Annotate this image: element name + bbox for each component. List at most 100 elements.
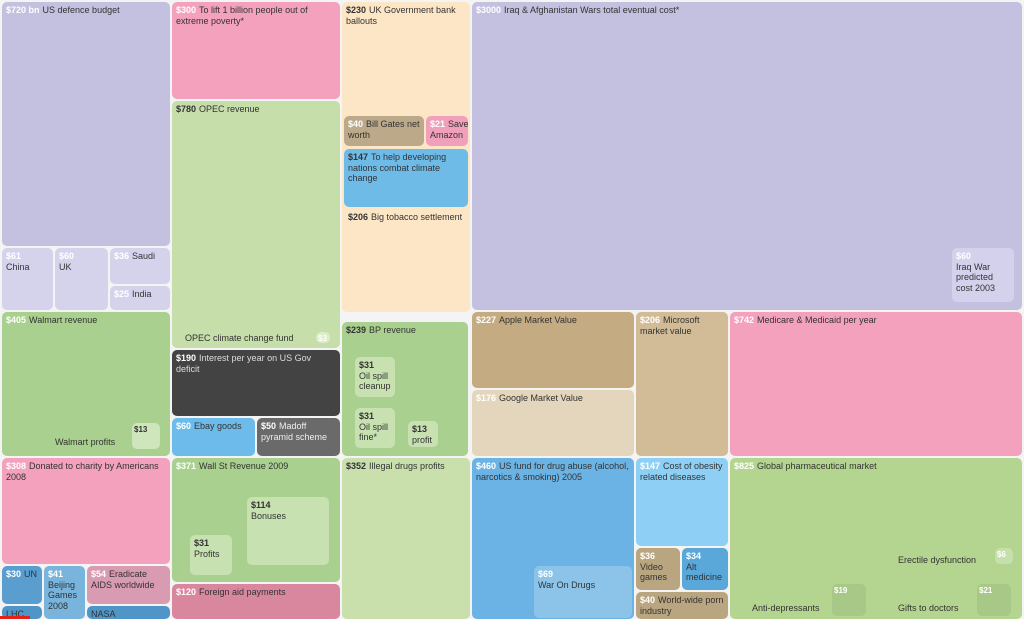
- cell-label: Erectile dysfunction: [898, 555, 977, 565]
- cell-label: UK Government bank ballouts: [346, 5, 456, 26]
- video-progress-bar[interactable]: [0, 616, 30, 619]
- cell-label: Save Amazon: [430, 119, 468, 140]
- cell-label: Ebay goods: [194, 421, 242, 431]
- treemap-cell-to-help-developing-nations-combat-climate-change: $147 To help developing nations combat cl…: [344, 149, 468, 207]
- cell-label: US fund for drug abuse (alcohol, narcoti…: [476, 461, 629, 482]
- cell-label: OPEC climate change fund: [185, 333, 294, 343]
- cell-value: $60: [176, 421, 192, 431]
- cell-value: $25: [114, 289, 130, 299]
- cell-label: Cost of obesity related diseases: [640, 461, 723, 482]
- treemap-cell-bill-gates-net-worth: $40 Bill Gates net worth: [344, 116, 424, 146]
- cell-label: Anti-depressants: [752, 603, 820, 613]
- treemap-cell-iraq-war-predicted-cost-2003: $60 Iraq War predicted cost 2003: [952, 248, 1014, 302]
- cell-value: $21: [430, 119, 446, 129]
- cell-value: $69: [538, 569, 554, 579]
- cell-value: $206: [640, 315, 661, 325]
- cell-label: Alt medicine: [686, 561, 723, 583]
- treemap-cell-foreign-aid-payments: $120 Foreign aid payments: [172, 584, 340, 619]
- cell-value: $13: [412, 424, 428, 434]
- cell-label: UN: [24, 569, 38, 579]
- treemap-cell-profit: $13 profit: [408, 421, 438, 447]
- cell-value: $147: [348, 152, 369, 162]
- cell-label: OPEC revenue: [199, 104, 260, 114]
- treemap-cell-world-wide-porn-industry: $40 World-wide porn industry: [636, 592, 728, 619]
- cell-value: $239: [346, 325, 367, 335]
- cell-value: $120: [176, 587, 197, 597]
- cell-value: $60: [59, 251, 75, 261]
- treemap-cell-opec-climate-change-fund: $3: [316, 332, 330, 343]
- treemap-cell-lhc: LHC: [2, 606, 42, 619]
- cell-value: $40: [640, 595, 656, 605]
- cell-label: Profits: [194, 548, 220, 559]
- cell-label: Apple Market Value: [499, 315, 577, 325]
- cell-label: Foreign aid payments: [199, 587, 286, 597]
- treemap-cell-save-amazon: $21 Save Amazon: [426, 116, 468, 146]
- cell-label: Illegal drugs profits: [369, 461, 445, 471]
- treemap-cell-video-games: $36 Video games: [636, 548, 680, 590]
- treemap-cell-apple-market-value: $227 Apple Market Value: [472, 312, 634, 388]
- treemap-cell-un: $30 UN: [2, 566, 42, 604]
- cell-label: Interest per year on US Gov deficit: [176, 353, 312, 374]
- cell-label: Madoff pyramid scheme: [261, 421, 328, 442]
- cell-label: Bill Gates net worth: [348, 119, 420, 140]
- cell-label: China: [6, 261, 30, 272]
- cell-label: Walmart revenue: [29, 315, 98, 325]
- cell-label: Bonuses: [251, 510, 287, 521]
- cell-label: Wall St Revenue 2009: [199, 461, 289, 471]
- treemap-cell-medicare-medicaid-per-year: $742 Medicare & Medicaid per year: [730, 312, 1022, 456]
- cell-value: $60: [956, 251, 972, 261]
- cell-value: $34: [686, 551, 702, 561]
- cell-label: Iraq War predicted cost 2003: [956, 261, 996, 293]
- cell-value: $36: [114, 251, 130, 261]
- treemap-cell-erectile-dysfunction: $6: [995, 548, 1013, 564]
- treemap-cell-madoff-pyramid-scheme: $50 Madoff pyramid scheme: [257, 418, 340, 456]
- cell-value: $36: [640, 551, 656, 561]
- treemap-cell-saudi: $36 Saudi: [110, 248, 170, 284]
- treemap-cell-oil-spill-cleanup: $31 Oil spill cleanup: [355, 357, 395, 397]
- cell-value: $147: [640, 461, 661, 471]
- treemap-cell-bonuses: $114 Bonuses: [247, 497, 329, 565]
- cell-label: US defence budget: [42, 5, 120, 15]
- cell-label: Video games: [640, 561, 668, 583]
- cell-value: $780: [176, 104, 197, 114]
- cell-value: $206: [348, 212, 369, 222]
- cell-label: Medicare & Medicaid per year: [757, 315, 877, 325]
- cell-label: Oil spill fine*: [359, 421, 389, 443]
- cell-value: $720 bn: [6, 5, 40, 15]
- cell-value: $3000: [476, 5, 502, 15]
- cell-label: World-wide porn industry: [640, 595, 724, 616]
- treemap-cell-eradicate-aids-worldwide: $54 Eradicate AIDS worldwide: [87, 566, 170, 604]
- cell-label: Saudi: [132, 251, 156, 261]
- cell-value: $31: [359, 411, 375, 421]
- cell-value: $825: [734, 461, 755, 471]
- treemap-cell-nasa: NASA: [87, 606, 170, 619]
- cell-value: $300: [176, 5, 197, 15]
- cell-label: Eradicate AIDS worldwide: [91, 569, 155, 590]
- cell-label: To help developing nations combat climat…: [348, 152, 447, 183]
- treemap-cell-beijing-games-2008: $41 Beijing Games 2008: [44, 566, 85, 619]
- cell-value: $190: [176, 353, 197, 363]
- cell-value: $40: [348, 119, 364, 129]
- cell-value: $19: [834, 586, 848, 595]
- treemap-cell-alt-medicine: $34 Alt medicine: [682, 548, 728, 590]
- cell-label: Oil spill cleanup: [359, 370, 391, 392]
- cell-label: Walmart profits: [55, 437, 116, 447]
- treemap-cell-big-tobacco-settlement: $206 Big tobacco settlement: [344, 209, 468, 309]
- treemap-cell-iraq-afghanistan-wars-total-eventual-cost: $3000 Iraq & Afghanistan Wars total event…: [472, 2, 1022, 310]
- cell-label: Iraq & Afghanistan Wars total eventual c…: [504, 5, 680, 15]
- cell-value: $227: [476, 315, 497, 325]
- cell-value: $460: [476, 461, 497, 471]
- treemap-cell-china: $61 China: [2, 248, 53, 310]
- treemap-cell-microsoft-market-value: $206 Microsoft market value: [636, 312, 728, 456]
- treemap-cell-interest-per-year-on-us-gov-deficit: $190 Interest per year on US Gov deficit: [172, 350, 340, 416]
- cell-value: $308: [6, 461, 27, 471]
- treemap-cell-us-defence-budget: $720 bn US defence budget: [2, 2, 170, 246]
- cell-label: Gifts to doctors: [898, 603, 959, 613]
- cell-label: To lift 1 billion people out of extreme …: [176, 5, 308, 26]
- treemap-cell-google-market-value: $176 Google Market Value: [472, 390, 634, 456]
- cell-value: $54: [91, 569, 107, 579]
- cell-label: Google Market Value: [499, 393, 583, 403]
- cell-label: Global pharmaceutical market: [757, 461, 877, 471]
- cell-value: $31: [359, 360, 375, 370]
- cell-label: LHC: [6, 609, 25, 619]
